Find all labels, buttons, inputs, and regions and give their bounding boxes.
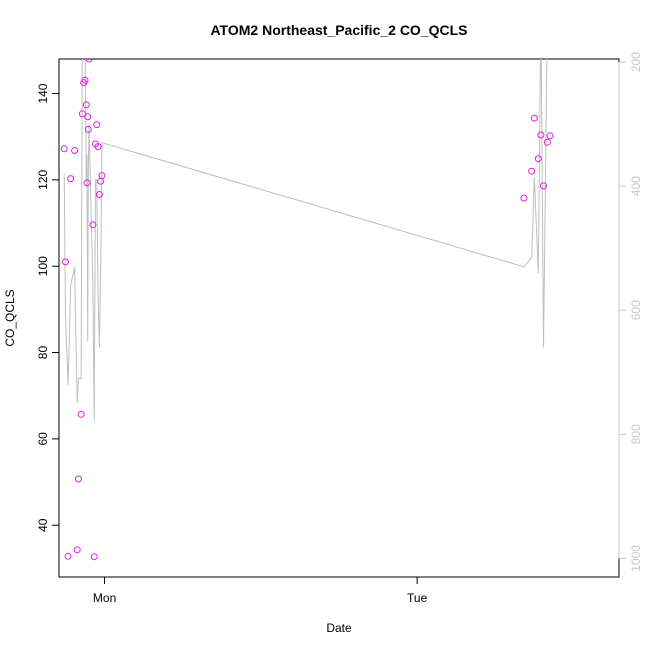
right-tick-label: 800	[629, 424, 643, 444]
data-point	[75, 475, 82, 483]
right-tick-label: 1000	[629, 545, 643, 572]
left-tick-label: 80	[36, 346, 50, 360]
chart-title: ATOM2 Northeast_Pacific_2 CO_QCLS	[210, 22, 467, 38]
data-point	[67, 175, 75, 183]
pressure-line	[63, 59, 548, 422]
right-tick-label: 600	[629, 300, 643, 320]
right-y-axis: 200 400 600 800 1000	[618, 52, 643, 572]
data-point	[93, 121, 101, 129]
right-tick-label: 400	[629, 176, 643, 196]
data-point	[60, 145, 68, 153]
left-tick-label: 100	[36, 256, 50, 276]
data-point	[537, 131, 545, 139]
data-point	[95, 191, 103, 198]
right-tick-label: 200	[629, 52, 643, 72]
data-point	[73, 546, 81, 554]
x-axis-label: Date	[326, 621, 352, 635]
data-point	[98, 172, 106, 180]
left-tick-label: 120	[36, 170, 50, 190]
data-point	[83, 179, 91, 187]
left-y-axis: 40 60 80 100 120 140	[36, 83, 60, 532]
data-point	[64, 552, 72, 560]
left-tick-label: 60	[36, 432, 50, 446]
data-point	[520, 194, 528, 202]
x-tick-label: Mon	[93, 591, 116, 605]
data-point	[84, 125, 92, 133]
left-tick-label: 40	[36, 518, 50, 532]
data-point	[77, 410, 85, 418]
data-point	[78, 110, 86, 118]
data-point	[89, 221, 97, 229]
data-point	[534, 155, 542, 163]
data-point	[85, 59, 93, 63]
data-point	[546, 132, 554, 140]
y-axis-label: CO_QCLS	[3, 289, 17, 346]
plot-frame	[58, 58, 620, 578]
data-point	[97, 177, 105, 185]
data-point	[81, 76, 89, 84]
data-point	[71, 147, 79, 154]
data-point	[528, 167, 536, 175]
co-points-layer	[60, 59, 554, 561]
data-point	[530, 114, 538, 122]
data-point	[84, 113, 92, 121]
data-point	[543, 138, 551, 146]
pressure-line-layer	[63, 59, 548, 422]
left-tick-label: 140	[36, 83, 50, 103]
x-axis: Mon Tue	[93, 576, 428, 605]
data-point	[82, 101, 90, 109]
data-point	[94, 143, 102, 151]
data-point	[90, 553, 98, 561]
data-point	[540, 182, 547, 190]
x-tick-label: Tue	[407, 591, 428, 605]
data-point	[62, 258, 69, 266]
